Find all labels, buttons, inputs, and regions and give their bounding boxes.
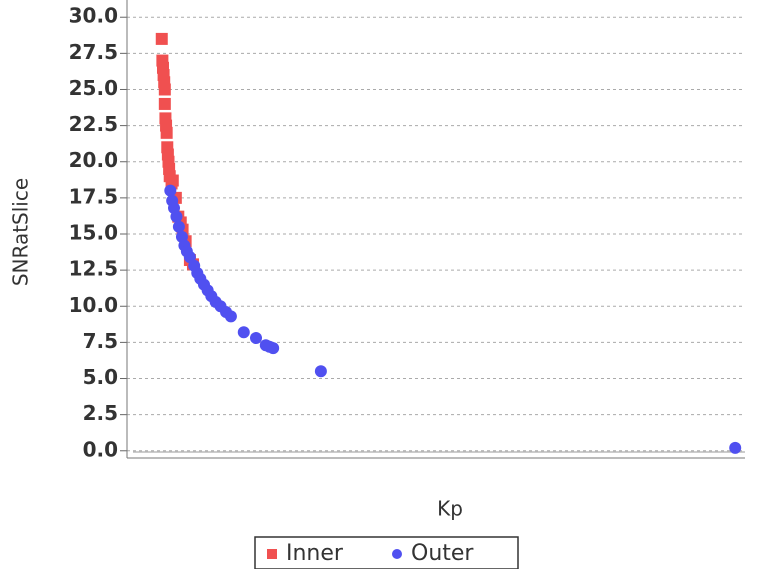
point (158, 83, 171, 96)
plot-area (127, 0, 745, 458)
y-tick-label: 22.5 (69, 112, 118, 136)
point (250, 332, 263, 345)
legend-swatch (267, 549, 277, 559)
y-tick-label: 30.0 (69, 4, 118, 28)
y-tick-label: 12.5 (69, 257, 118, 281)
y-axis-label: SNRatSlice (9, 178, 33, 286)
y-tick-label: 7.5 (83, 329, 118, 353)
point (170, 210, 183, 223)
point (164, 184, 177, 197)
point (314, 365, 327, 378)
point (729, 441, 742, 454)
legend-label: Inner (286, 541, 344, 566)
y-tick-label: 2.5 (83, 401, 118, 425)
y-tick-label: 25.0 (69, 76, 118, 100)
x-axis-label: Kp (437, 497, 463, 521)
y-tick-label: 17.5 (69, 184, 118, 208)
y-tick-label: 15.0 (69, 221, 118, 245)
point (172, 220, 185, 233)
legend-swatch (392, 549, 402, 559)
legend (254, 536, 519, 569)
legend-label: Outer (411, 541, 474, 566)
point (158, 97, 171, 110)
point (237, 326, 250, 339)
point (155, 32, 168, 45)
y-tick-label: 5.0 (83, 365, 118, 389)
point (267, 342, 280, 355)
point (160, 126, 173, 139)
y-tick-label: 10.0 (69, 293, 118, 317)
point (224, 310, 237, 323)
y-tick-label: 0.0 (83, 437, 118, 461)
y-tick-label: 20.0 (69, 148, 118, 172)
y-tick-label: 27.5 (69, 40, 118, 64)
point (156, 54, 169, 67)
point (166, 174, 179, 187)
